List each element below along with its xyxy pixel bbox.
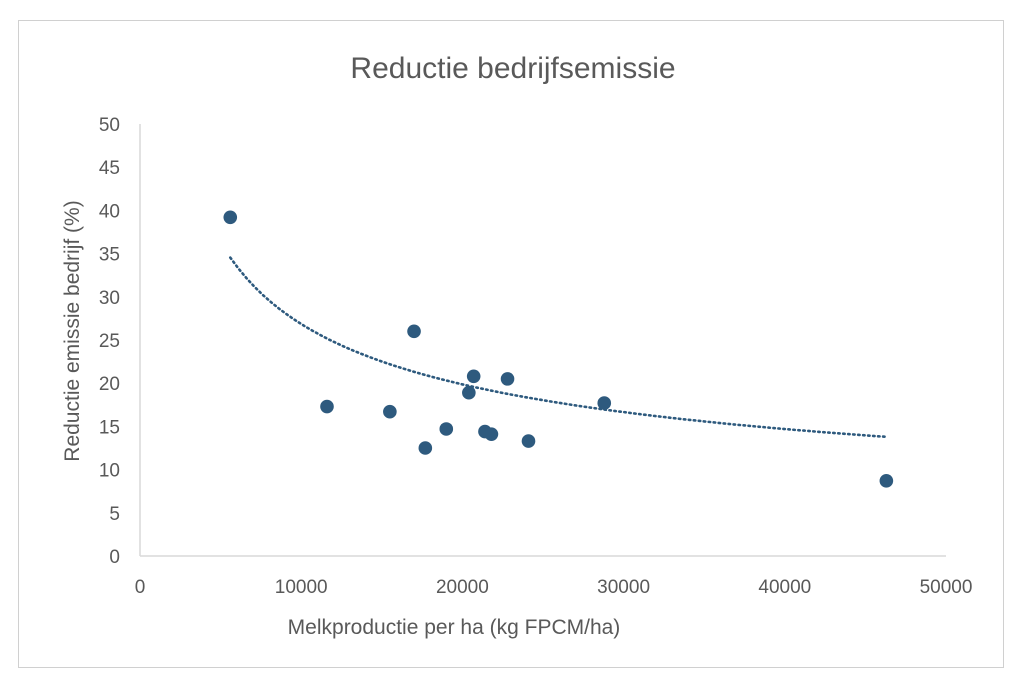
data-point: [879, 474, 894, 488]
data-point: [521, 434, 536, 448]
axes: [139, 124, 946, 557]
y-tick-labels: 0 5 10 15 20 25 30 35 40 45 50: [99, 115, 120, 568]
x-tick-label: 20000: [436, 577, 489, 598]
data-point: [439, 422, 454, 436]
data-point: [484, 427, 499, 441]
data-point: [407, 324, 421, 339]
scatter-chart: Reductie bedrijfsemissie 0 10000 20000 3000…: [61, 52, 973, 639]
x-tick-label: 50000: [920, 577, 973, 598]
data-points: [223, 210, 894, 488]
y-tick-label: 35: [99, 245, 120, 266]
y-tick-label: 45: [99, 158, 120, 179]
data-point: [597, 396, 612, 410]
y-tick-label: 50: [99, 115, 120, 136]
data-point: [500, 372, 515, 386]
y-tick-label: 25: [99, 331, 120, 352]
data-point: [223, 210, 238, 225]
trendline: [229, 256, 888, 439]
data-point: [383, 404, 397, 419]
y-tick-label: 30: [99, 288, 120, 309]
chart-title: Reductie bedrijfsemissie: [350, 52, 675, 85]
y-tick-label: 10: [99, 461, 120, 482]
x-tick-label: 40000: [758, 577, 811, 598]
y-tick-label: 15: [99, 417, 120, 438]
data-point: [418, 441, 433, 455]
x-tick-label: 0: [135, 577, 146, 598]
data-point: [320, 399, 334, 414]
data-point: [466, 369, 481, 384]
y-axis-title: Reductie emissie bedrijf (%): [61, 200, 84, 461]
data-point: [462, 385, 476, 400]
y-tick-label: 20: [99, 374, 120, 395]
x-axis-title: Melkproductie per ha (kg FPCM/ha): [288, 616, 621, 639]
x-tick-labels: 0 10000 20000 30000 40000 50000: [135, 577, 973, 598]
y-tick-label: 0: [109, 547, 120, 568]
chart-frame: Reductie bedrijfsemissie 0 10000 20000 3000…: [18, 20, 1004, 668]
y-tick-label: 40: [99, 201, 120, 222]
x-tick-label: 30000: [597, 577, 650, 598]
y-tick-label: 5: [109, 504, 120, 525]
x-tick-label: 10000: [275, 577, 328, 598]
